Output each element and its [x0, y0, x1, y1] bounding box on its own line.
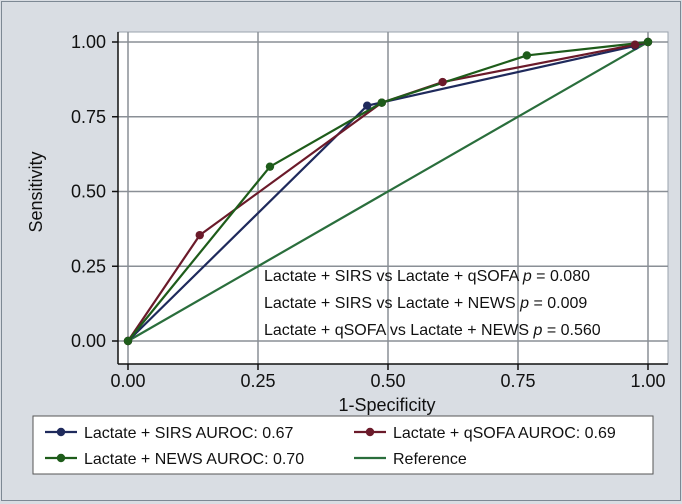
data-point [123, 336, 133, 346]
p-value-annotation: Lactate + SIRS vs Lactate + NEWS p = 0.0… [264, 295, 587, 312]
legend-swatch-marker [56, 427, 66, 437]
series-line [127, 41, 649, 342]
legend: Lactate + SIRS AUROC: 0.67 Lactate + qSOF… [45, 425, 616, 468]
data-point [377, 98, 386, 107]
x-tick-label: 0.75 [500, 371, 535, 391]
data-point [643, 37, 653, 47]
axes: 0.000.00 0.25 0.25 0.50 0.50 0.75 0.75 1.00 1.00 [71, 32, 668, 391]
y-tick-label: 0.75 [71, 107, 106, 127]
annotations: Lactate + SIRS vs Lactate + qSOFA p = 0.… [264, 268, 601, 339]
legend-label: Lactate + qSOFA AUROC: 0.69 [393, 425, 616, 442]
legend-label: Reference [393, 451, 467, 468]
x-tick-label: 0.00 [110, 371, 145, 391]
series-layer [123, 37, 653, 346]
p-value-annotation: Lactate + SIRS vs Lactate + qSOFA p = 0.… [264, 268, 590, 285]
data-point [265, 162, 275, 171]
data-point [363, 101, 372, 110]
data-point [438, 77, 447, 87]
grid [118, 32, 668, 364]
x-tick-label: 0.25 [240, 371, 275, 391]
legend-box [32, 415, 654, 475]
data-point [195, 230, 204, 240]
p-value-annotation: Lactate + qSOFA vs Lactate + NEWS p = 0.… [264, 322, 601, 339]
x-tick-label: 0.50 [370, 371, 405, 391]
y-tick-label: 1.00 [71, 32, 106, 52]
data-point [630, 40, 640, 49]
y-axis-title: Sensitivity [26, 151, 46, 232]
legend-swatch-marker [365, 427, 375, 437]
legend-label: Lactate + NEWS AUROC: 0.70 [84, 451, 304, 468]
legend-label: Lactate + SIRS AUROC: 0.67 [84, 425, 294, 442]
data-point [522, 51, 532, 60]
plot-area [117, 31, 669, 365]
x-axis-title: 1-Specificity [338, 395, 435, 415]
y-tick-label: 0.50 [71, 182, 106, 202]
y-tick-label: 0.00 [71, 331, 106, 351]
x-tick-label: 1.00 [630, 371, 665, 391]
y-tick-label: 0.25 [71, 256, 106, 276]
legend-swatch-marker [56, 453, 66, 463]
